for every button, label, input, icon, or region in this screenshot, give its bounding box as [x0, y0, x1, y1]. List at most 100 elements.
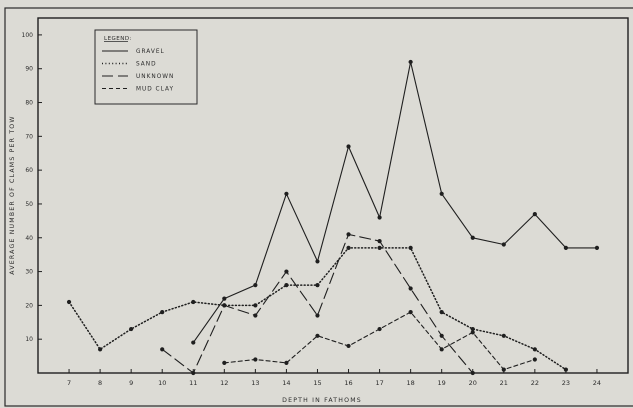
- data-point-unknown: [408, 286, 413, 291]
- data-point-gravel: [284, 191, 289, 196]
- data-point-gravel: [222, 296, 227, 301]
- legend-box: [94, 29, 198, 105]
- y-tick-label: 50: [25, 201, 33, 208]
- legend-label-gravel: GRAVEL: [136, 49, 165, 55]
- y-axis-title: AVERAGE NUMBER OF CLAMS PER TOW: [9, 115, 16, 274]
- data-point-sand: [98, 347, 103, 352]
- data-point-unknown: [470, 370, 475, 376]
- data-point-sand: [191, 299, 196, 305]
- x-tick-label: 12: [220, 379, 228, 387]
- legend-title: LEGEND:: [104, 36, 132, 42]
- data-point-mud-clay: [346, 343, 351, 349]
- data-point-mud-clay: [408, 310, 413, 315]
- series-unknown: [160, 232, 475, 376]
- data-point-sand: [532, 347, 537, 352]
- x-axis-title: DEPTH IN FATHOMS: [282, 397, 362, 404]
- data-point-gravel: [191, 340, 196, 345]
- x-tick-label: 10: [158, 379, 166, 387]
- data-point-sand: [315, 282, 320, 288]
- x-tick-label: 16: [344, 379, 352, 387]
- data-point-sand: [160, 310, 165, 315]
- y-tick-label: 30: [25, 269, 33, 276]
- x-tick-label: 20: [469, 379, 477, 387]
- data-point-sand: [129, 326, 134, 332]
- data-point-unknown: [160, 347, 165, 352]
- data-point-gravel: [470, 235, 475, 240]
- x-tick-label: 21: [500, 379, 508, 387]
- x-tick-label: 11: [189, 379, 197, 387]
- legend: LEGEND: GRAVEL SAND UNKNOWN MUD CLAY: [94, 29, 198, 105]
- y-axis: 10 20 30 40 50 60 70 80 90 100: [22, 32, 42, 343]
- y-tick-label: 100: [22, 32, 34, 39]
- series-gravel: [191, 59, 600, 345]
- data-point-mud-clay: [222, 360, 227, 365]
- data-point-gravel: [594, 245, 600, 251]
- data-point-gravel: [315, 259, 320, 264]
- data-point-mud-clay: [377, 326, 382, 332]
- y-tick-label: 20: [25, 302, 33, 309]
- x-tick-label: 22: [531, 379, 539, 387]
- series-line-unknown: [161, 233, 474, 374]
- x-tick-label: 14: [282, 379, 290, 387]
- data-point-unknown: [253, 313, 258, 318]
- data-point-sand: [253, 303, 258, 308]
- data-point-gravel: [439, 191, 444, 196]
- data-point-unknown: [315, 313, 320, 318]
- data-point-mud-clay: [501, 367, 506, 372]
- x-tick-label: 19: [438, 379, 446, 387]
- data-point-unknown: [439, 333, 444, 338]
- data-point-mud-clay: [284, 360, 289, 365]
- data-point-mud-clay: [532, 357, 537, 362]
- data-point-sand: [377, 245, 382, 251]
- figure-frame: [4, 7, 633, 407]
- y-tick-label: 60: [25, 167, 33, 174]
- data-point-sand: [501, 333, 506, 338]
- x-tick-label: 23: [562, 379, 570, 387]
- data-point-unknown: [191, 370, 196, 376]
- data-point-mud-clay: [470, 330, 475, 335]
- data-point-sand: [284, 282, 289, 288]
- y-tick-label: 10: [25, 336, 33, 343]
- data-point-unknown: [377, 239, 382, 244]
- data-point-gravel: [563, 245, 568, 251]
- series-layer: [66, 59, 600, 376]
- plot-area: [37, 17, 629, 374]
- y-tick-label: 90: [25, 66, 33, 73]
- data-point-sand: [439, 310, 444, 315]
- legend-label-unknown: UNKNOWN: [136, 74, 174, 80]
- x-tick-label: 18: [406, 379, 414, 387]
- data-point-unknown: [284, 269, 289, 274]
- x-tick-label: 13: [251, 379, 259, 387]
- series-line-gravel: [192, 61, 598, 344]
- data-point-sand: [346, 245, 351, 251]
- data-point-unknown: [346, 232, 351, 237]
- data-point-sand: [408, 245, 413, 251]
- data-point-gravel: [408, 59, 413, 65]
- x-tick-label: 8: [98, 379, 102, 387]
- data-point-gravel: [532, 211, 537, 217]
- y-tick-label: 40: [25, 235, 33, 242]
- x-tick-label: 15: [313, 379, 321, 387]
- x-tick-label: 17: [375, 379, 383, 387]
- data-point-mud-clay: [439, 347, 444, 352]
- data-point-gravel: [377, 215, 382, 220]
- data-point-sand: [66, 299, 72, 305]
- y-tick-label: 80: [25, 100, 33, 107]
- data-point-gravel: [501, 242, 506, 247]
- series-mud-clay: [222, 310, 537, 372]
- data-point-unknown: [222, 303, 227, 308]
- legend-label-mud-clay: MUD CLAY: [136, 87, 174, 93]
- y-tick-label: 70: [25, 133, 33, 140]
- legend-label-sand: SAND: [136, 62, 157, 68]
- data-point-gravel: [346, 144, 351, 149]
- x-tick-label: 24: [593, 379, 601, 387]
- x-tick-label: 7: [67, 379, 71, 387]
- x-tick-label: 9: [129, 379, 133, 387]
- data-point-mud-clay: [253, 357, 258, 362]
- series-sand: [66, 245, 568, 372]
- data-point-sand: [563, 367, 568, 372]
- data-point-gravel: [253, 282, 258, 288]
- legend-entries: GRAVEL SAND UNKNOWN MUD CLAY: [102, 49, 174, 93]
